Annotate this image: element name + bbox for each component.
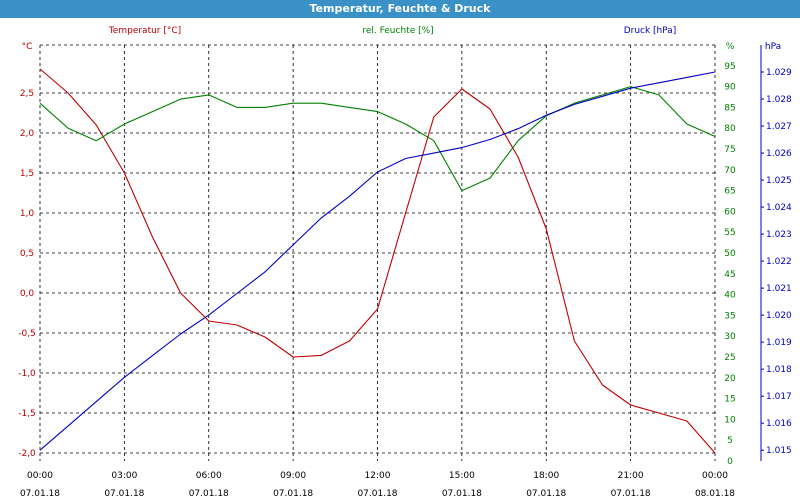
pressure-tick-label: 1.020	[766, 311, 792, 321]
pressure-tick-label: 1.025	[766, 176, 792, 186]
humidity-axis-label: rel. Feuchte [%]	[362, 26, 433, 36]
grid	[39, 44, 716, 461]
humidity-tick-label: 5	[727, 436, 733, 446]
chart-title: Temperatur, Feuchte & Druck	[0, 0, 800, 18]
temp-tick-label: 2,0	[20, 129, 35, 139]
humidity-tick-label: 85	[724, 103, 735, 113]
humidity-unit: %	[726, 42, 735, 52]
pressure-tick-label: 1.019	[766, 338, 792, 348]
humidity-tick-label: 90	[724, 83, 736, 93]
temp-tick-label: 0,0	[20, 289, 35, 299]
pressure-tick-label: 1.022	[766, 257, 792, 267]
humidity-tick-label: 30	[724, 332, 736, 342]
humidity-tick-label: 65	[724, 187, 735, 197]
x-tick-date: 07.01.18	[20, 489, 60, 499]
pressure-tick-label: 1.018	[766, 365, 792, 375]
x-tick-time: 00:00	[27, 471, 53, 481]
humidity-tick-label: 80	[724, 124, 736, 134]
x-tick-time: 06:00	[196, 471, 222, 481]
humidity-tick-label: 60	[724, 207, 736, 217]
pressure-tick-label: 1.015	[766, 446, 792, 456]
humidity-tick-label: 40	[724, 291, 736, 301]
x-tick-time: 12:00	[365, 471, 391, 481]
humidity-tick-label: 55	[724, 228, 735, 238]
temp-tick-label: 1,5	[20, 169, 34, 179]
humidity-tick-label: 0	[727, 457, 733, 467]
series-line-temp	[39, 68, 716, 454]
pressure-tick-label: 1.027	[766, 122, 792, 132]
chart-svg: 00:00 07.01.18 03:00 07.01.18 06:00 07.01.18 0…	[18, 26, 792, 499]
series-line-humidity	[39, 86, 716, 192]
temp-tick-label: 0,5	[20, 249, 34, 259]
humidity-tick-label: 75	[724, 145, 735, 155]
pressure-tick-label: 1.028	[766, 95, 792, 105]
x-tick-date: 07.01.18	[357, 489, 397, 499]
x-tick-date: 07.01.18	[273, 489, 313, 499]
x-tick-date: 07.01.18	[104, 489, 144, 499]
pressure-tick-label: 1.017	[766, 392, 792, 402]
humidity-tick-label: 95	[724, 62, 735, 72]
pressure-tick-label: 1.023	[766, 230, 792, 240]
x-tick-date: 07.01.18	[611, 489, 651, 499]
humidity-tick-label: 15	[724, 395, 735, 405]
x-tick-time: 00:00	[702, 471, 728, 481]
series-layer	[39, 68, 716, 454]
series-line-pressure	[39, 71, 716, 451]
temp-tick-label: -1,0	[18, 369, 36, 379]
pressure-tick-label: 1.021	[766, 284, 792, 294]
humidity-tick-label: 70	[724, 166, 736, 176]
humidity-tick-label: 45	[724, 270, 735, 280]
humidity-tick-label: 25	[724, 353, 735, 363]
x-tick-time: 03:00	[111, 471, 137, 481]
axis-ticks: 00:00 07.01.18 03:00 07.01.18 06:00 07.01.18 0…	[18, 62, 792, 499]
pressure-tick-label: 1.016	[766, 419, 792, 429]
humidity-tick-label: 10	[724, 415, 736, 425]
temp-tick-label: -0,5	[18, 329, 36, 339]
temp-tick-label: -1,5	[18, 409, 36, 419]
x-tick-time: 15:00	[449, 471, 475, 481]
pressure-axis-label: Druck [hPa]	[624, 26, 677, 36]
x-tick-time: 21:00	[618, 471, 644, 481]
x-tick-time: 09:00	[280, 471, 306, 481]
temp-tick-label: 2,5	[20, 89, 34, 99]
temp-unit: °C	[22, 42, 33, 52]
x-tick-date: 08.01.18	[695, 489, 735, 499]
pressure-unit: hPa	[765, 42, 781, 52]
humidity-tick-label: 35	[724, 311, 735, 321]
pressure-tick-label: 1.024	[766, 203, 792, 213]
x-tick-date: 07.01.18	[526, 489, 566, 499]
temp-tick-label: -2,0	[18, 449, 36, 459]
x-tick-date: 07.01.18	[189, 489, 229, 499]
temp-tick-label: 1,0	[20, 209, 35, 219]
humidity-tick-label: 20	[724, 374, 736, 384]
temp-axis-label: Temperatur [°C]	[108, 26, 181, 36]
x-tick-date: 07.01.18	[442, 489, 482, 499]
pressure-tick-label: 1.026	[766, 149, 792, 159]
pressure-tick-label: 1.029	[766, 68, 792, 78]
humidity-tick-label: 50	[724, 249, 736, 259]
x-tick-time: 18:00	[533, 471, 559, 481]
